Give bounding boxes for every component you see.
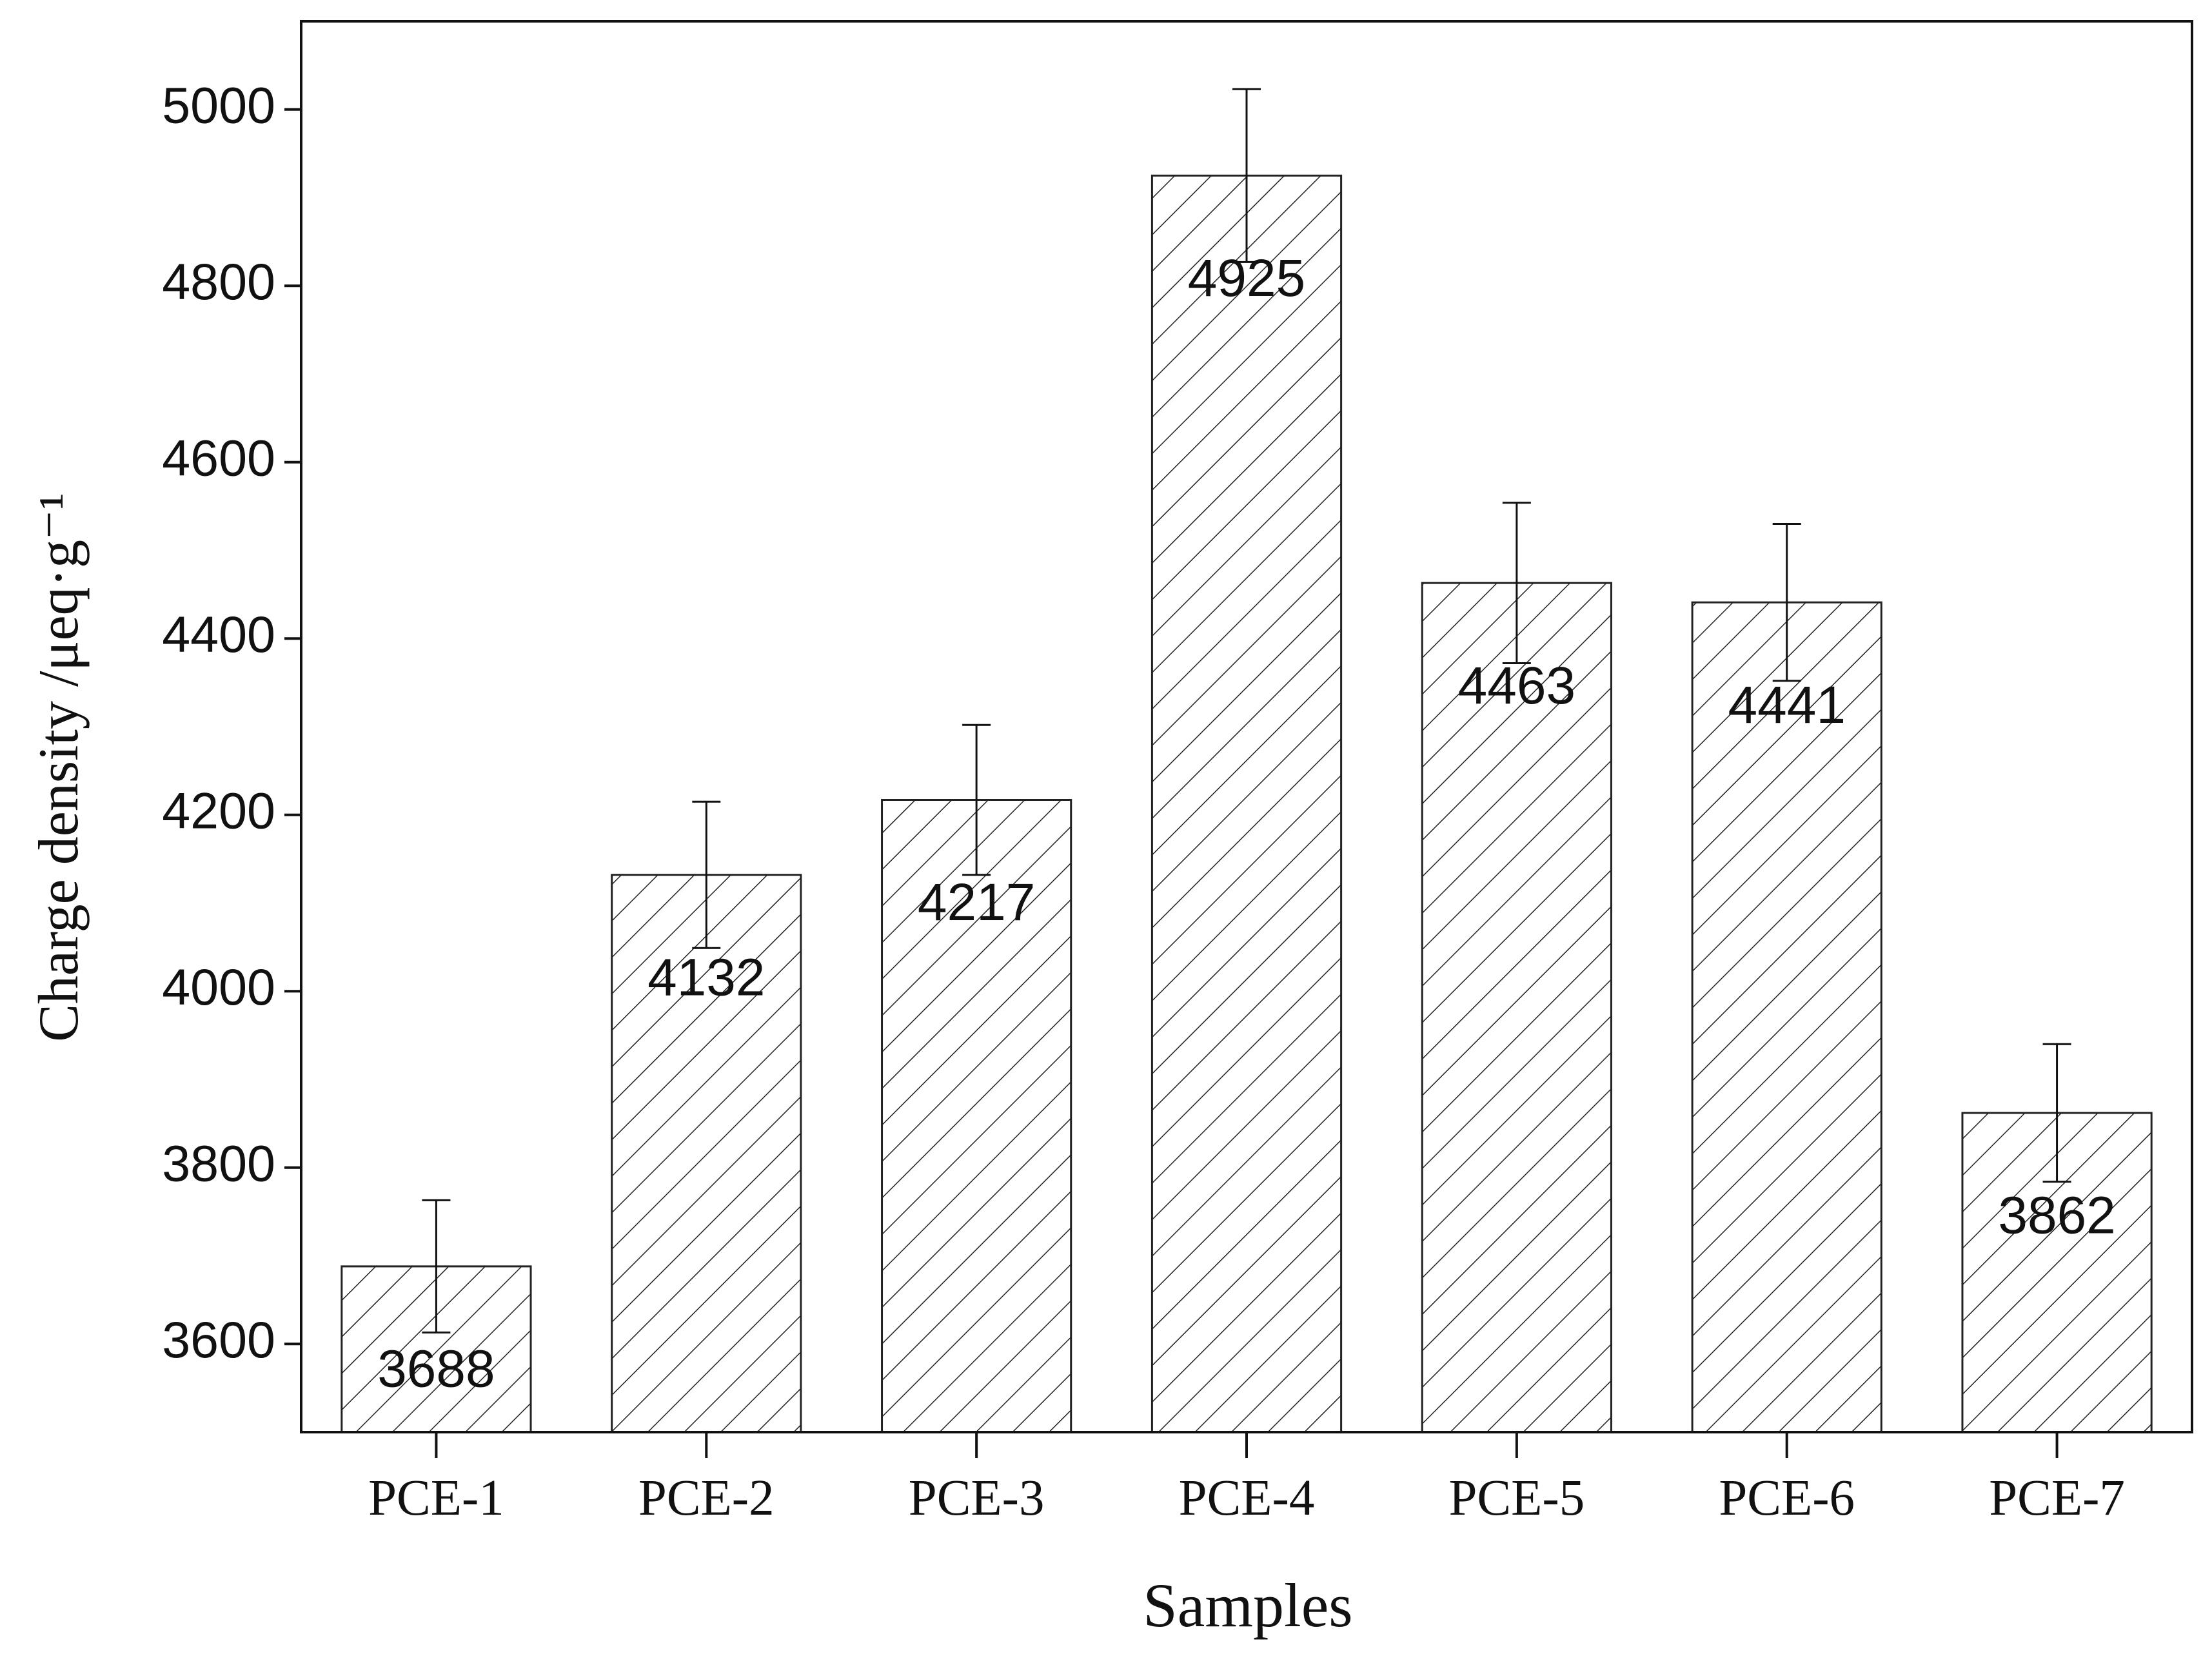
error-bar: [962, 723, 991, 876]
y-tick-label: 4400: [162, 605, 275, 663]
value-label: 4925: [1188, 249, 1305, 308]
y-tick-label: 4600: [162, 429, 275, 487]
error-bar: [1502, 502, 1531, 665]
y-tick-label: 3600: [162, 1311, 275, 1368]
y-tick-label: 4000: [162, 958, 275, 1016]
bar-hatch: [611, 874, 802, 1433]
value-label: 4463: [1458, 656, 1575, 715]
x-axis-title: Samples: [1143, 1571, 1352, 1640]
x-tick-label: PCE-6: [1719, 1470, 1855, 1526]
error-bar: [2042, 1043, 2071, 1183]
y-axis-title: Charge density /μeq·g⁻¹: [28, 493, 90, 1042]
error-bar: [692, 800, 721, 949]
bar-hatch: [1150, 174, 1343, 1433]
error-bar: [422, 1199, 451, 1333]
value-label: 4132: [647, 948, 765, 1007]
x-tick-label: PCE-3: [909, 1470, 1045, 1526]
y-tick-label: 3800: [162, 1135, 275, 1192]
x-tick-label: PCE-1: [368, 1470, 504, 1526]
bar-hatch: [881, 799, 1072, 1433]
plot-frame: [300, 20, 2193, 1433]
x-tick-label: PCE-4: [1179, 1470, 1315, 1526]
x-tick-label: PCE-5: [1449, 1470, 1585, 1526]
value-label: 4441: [1728, 676, 1846, 734]
value-label: 3862: [1998, 1186, 2115, 1245]
error-bar: [1772, 522, 1801, 682]
y-tick-label: 5000: [162, 77, 275, 134]
value-label: 3688: [377, 1340, 495, 1399]
x-tick-label: PCE-2: [638, 1470, 775, 1526]
value-label: 4217: [918, 873, 1035, 932]
y-tick-label: 4200: [162, 782, 275, 840]
error-bar: [1232, 88, 1261, 263]
y-tick-label: 4800: [162, 253, 275, 310]
x-tick-label: PCE-7: [1989, 1470, 2125, 1526]
bar-hatch: [1421, 582, 1612, 1433]
